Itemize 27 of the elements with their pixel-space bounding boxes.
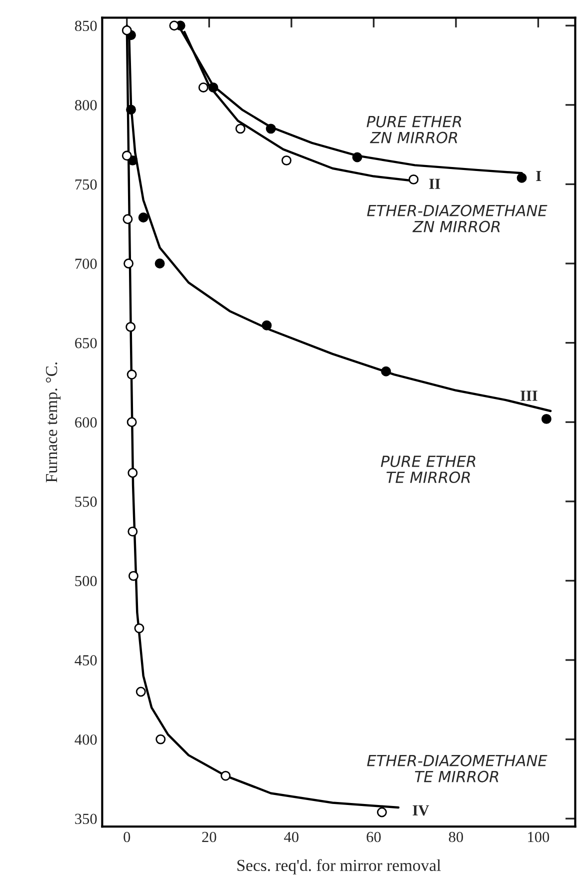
series-label: I [536,170,542,181]
y-tick-label: 650 [75,338,97,348]
y-tick-label: 750 [75,179,97,190]
y-tick-label: 850 [75,20,97,32]
y-tick-label: 500 [75,576,97,586]
y-tick-label: 800 [75,100,97,110]
y-axis-title: Furnace temp. °C. [46,362,61,482]
y-tick-label: 550 [75,496,97,507]
series-label: IV [412,805,430,816]
x-tick-label: 40 [284,832,298,842]
y-tick-label: 600 [75,417,97,428]
x-tick-label: 80 [448,832,464,842]
y-tick-label: 350 [75,814,97,824]
x-tick-label: 20 [202,832,216,842]
y-tick-label: 400 [74,734,97,745]
x-tick-label: 0 [124,832,130,842]
annotation: ETHER-DIAZOMETHANE ZN MIRROR [367,204,548,232]
series-label: III [520,390,538,401]
series-label: II [429,178,440,189]
y-tick-label: 700 [75,258,97,269]
x-axis-title: Secs. req'd. for mirror removal [237,859,441,874]
annotation: PURE ETHER ZN MIRROR [366,116,462,144]
annotation: ETHER-DIAZOMETHANE TE MIRROR [367,754,548,782]
y-tick-label: 450 [74,655,97,666]
x-tick-label: 100 [528,832,550,842]
annotation: PURE ETHER TE MIRROR [380,456,476,484]
x-tick-label: 60 [366,832,381,842]
